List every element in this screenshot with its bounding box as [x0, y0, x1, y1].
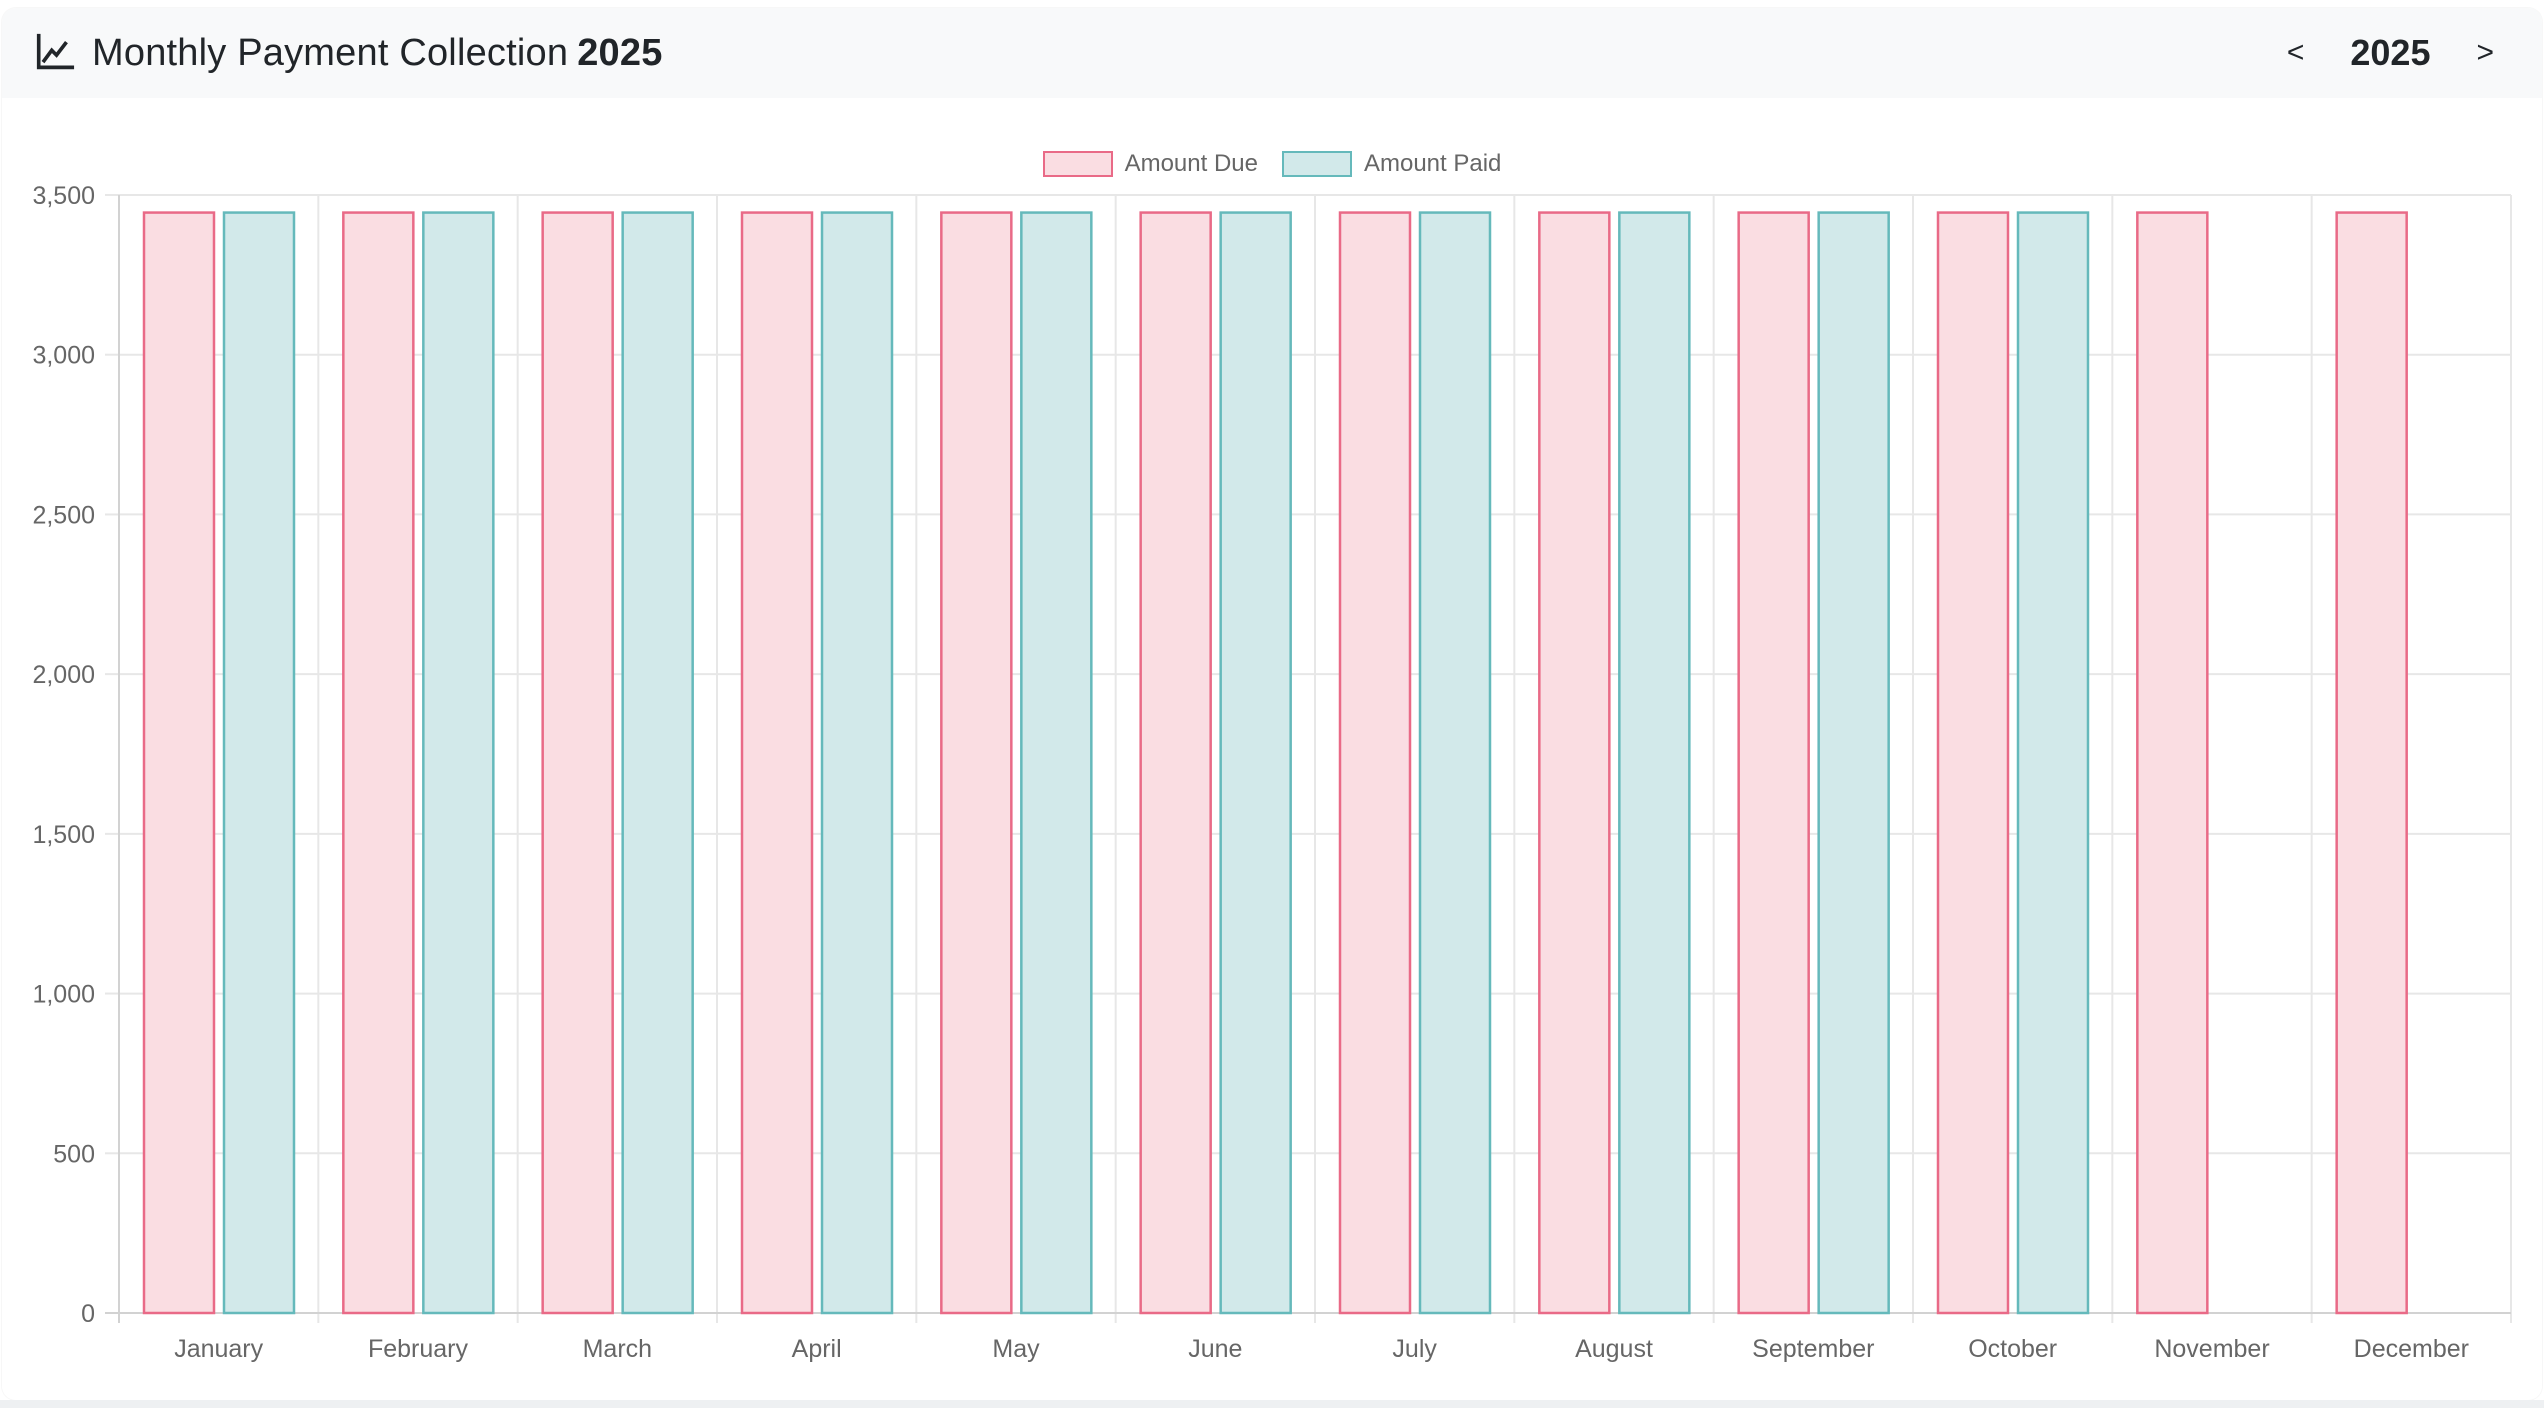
bar-amount-due-may[interactable] — [940, 211, 1013, 1315]
year-nav-value: 2025 — [2350, 32, 2431, 73]
bar-amount-due-january[interactable] — [142, 211, 216, 1315]
legend-label: Amount Paid — [1363, 150, 1502, 177]
bar-amount-paid-april[interactable] — [820, 211, 894, 1315]
x-tick-label: January — [174, 1335, 263, 1363]
y-tick-label: 2,500 — [32, 501, 95, 529]
bar-amount-paid-june[interactable] — [1219, 211, 1292, 1315]
chart-legend: Amount Due Amount Paid — [2, 150, 2542, 178]
card-header: Monthly Payment Collection 2025 < 2025 > — [2, 8, 2542, 98]
x-tick-label: February — [368, 1335, 469, 1363]
bar-amount-due-november[interactable] — [2136, 211, 2209, 1315]
x-tick-label: July — [1392, 1335, 1437, 1363]
x-tick-label: September — [1752, 1335, 1874, 1363]
x-tick-label: June — [1188, 1335, 1242, 1363]
y-tick-label: 500 — [53, 1140, 95, 1168]
bar-amount-paid-march[interactable] — [621, 211, 694, 1315]
y-tick-label: 1,000 — [32, 981, 95, 1009]
chart-line-icon — [32, 30, 78, 76]
bar-amount-due-april[interactable] — [740, 211, 814, 1315]
page-title: Monthly Payment Collection 2025 — [92, 32, 663, 75]
y-tick-label: 1,500 — [32, 821, 95, 849]
next-year-button[interactable]: > — [2476, 36, 2494, 69]
payment-collection-card: Monthly Payment Collection 2025 < 2025 > … — [2, 8, 2542, 1400]
bar-amount-due-august[interactable] — [1538, 211, 1611, 1315]
x-tick-label: November — [2154, 1335, 2269, 1363]
bar-amount-due-february[interactable] — [342, 211, 415, 1315]
bar-amount-due-october[interactable] — [1936, 211, 2010, 1315]
y-tick-label: 0 — [81, 1300, 95, 1328]
bar-amount-paid-august[interactable] — [1618, 211, 1691, 1315]
bar-amount-due-july[interactable] — [1338, 211, 1412, 1315]
axis-borders — [105, 195, 2511, 1323]
y-tick-label: 3,000 — [32, 342, 95, 370]
amount-due-swatch — [1042, 151, 1113, 177]
x-tick-label: August — [1575, 1335, 1653, 1363]
bar-amount-due-september[interactable] — [1737, 211, 1810, 1315]
chart-card-body: Amount Due Amount Paid 0 500 1,000 1,500 2,0… — [2, 98, 2542, 1400]
bar-amount-paid-february[interactable] — [422, 211, 495, 1315]
bar-amount-paid-july[interactable] — [1418, 211, 1492, 1315]
gridlines — [105, 194, 2512, 1323]
amount-paid-swatch — [1281, 151, 1352, 177]
legend-item-amount-paid[interactable]: Amount Paid — [1281, 150, 1502, 178]
payment-bar-chart[interactable]: 0 500 1,000 1,500 2,000 2,500 3,000 3,500 Januar… — [2, 98, 2542, 1400]
bar-amount-paid-may[interactable] — [1020, 211, 1093, 1315]
x-tick-label: December — [2354, 1335, 2469, 1363]
page-title-text: Monthly Payment Collection — [92, 31, 569, 74]
prev-year-button[interactable]: < — [2286, 36, 2305, 69]
legend-label: Amount Due — [1124, 150, 1258, 177]
bar-amount-paid-january[interactable] — [222, 211, 296, 1315]
bar-amount-paid-october[interactable] — [2016, 211, 2090, 1315]
bars — [142, 211, 2408, 1315]
page-title-year: 2025 — [577, 31, 663, 74]
x-tick-label: March — [583, 1335, 652, 1363]
x-tick-label: October — [1968, 1335, 2057, 1363]
bar-amount-paid-september[interactable] — [1817, 211, 1890, 1315]
header-left: Monthly Payment Collection 2025 — [32, 30, 663, 76]
bar-amount-due-june[interactable] — [1139, 211, 1212, 1315]
year-navigation: < 2025 > — [2287, 32, 2494, 74]
axis-tick-labels: 0 500 1,000 1,500 2,000 2,500 3,000 3,500 Januar… — [32, 182, 2469, 1363]
page-bottom-strip — [0, 1400, 2544, 1408]
bar-amount-due-december[interactable] — [2335, 211, 2408, 1315]
y-tick-label: 2,000 — [32, 661, 95, 689]
x-tick-label: April — [792, 1335, 842, 1363]
x-tick-label: May — [992, 1335, 1040, 1363]
bar-amount-due-march[interactable] — [541, 211, 614, 1315]
y-tick-label: 3,500 — [32, 182, 95, 210]
legend-item-amount-due[interactable]: Amount Due — [1042, 150, 1258, 178]
